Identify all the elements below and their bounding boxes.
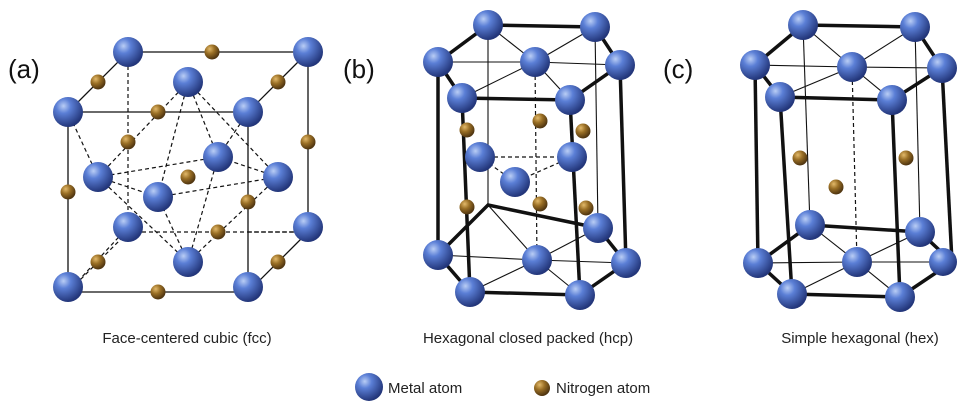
panel-c-label: (c): [663, 54, 693, 84]
fcc-nitrogen-atoms: [60, 44, 316, 300]
panel-c-hex: (c): [663, 10, 957, 347]
panel-a-fcc: (a): [8, 37, 323, 347]
panel-b-hcp: (b): [343, 10, 641, 347]
panel-b-caption: Hexagonal closed packed (hcp): [423, 330, 633, 347]
panel-c-caption: Simple hexagonal (hex): [781, 330, 939, 347]
legend-nitrogen-label: Nitrogen atom: [556, 380, 650, 397]
hex-nitrogen-atoms: [792, 150, 914, 195]
panel-a-label: (a): [8, 54, 40, 84]
hex-metal-atoms: [740, 10, 957, 312]
legend: Metal atom Nitrogen atom: [355, 373, 650, 401]
panel-b-label: (b): [343, 54, 375, 84]
hcp-nitrogen-atoms: [459, 113, 594, 216]
fcc-metal-atoms: [53, 37, 323, 302]
legend-metal-label: Metal atom: [388, 380, 462, 397]
panel-a-caption: Face-centered cubic (fcc): [102, 330, 271, 347]
hcp-metal-atoms: [423, 10, 641, 310]
legend-metal-swatch: [355, 373, 383, 401]
legend-nitrogen-swatch: [534, 380, 550, 396]
